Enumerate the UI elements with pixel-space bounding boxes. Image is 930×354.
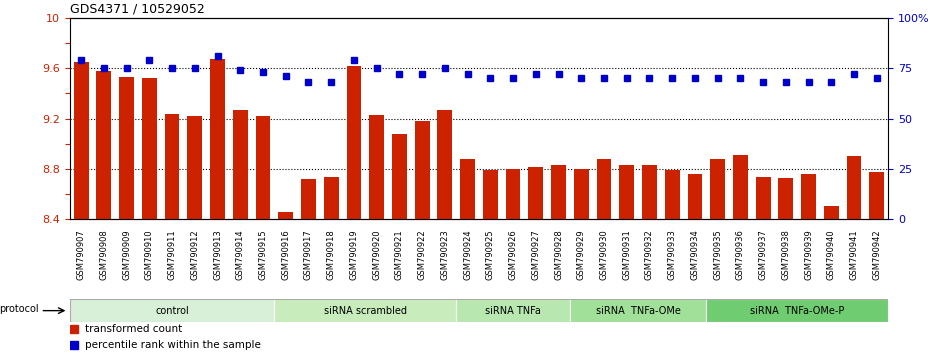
Bar [392, 134, 406, 219]
Bar [596, 159, 611, 219]
Bar [324, 177, 339, 219]
Bar [73, 62, 88, 219]
Text: siRNA TNFa: siRNA TNFa [485, 306, 541, 316]
Bar [460, 159, 475, 219]
Bar [733, 155, 748, 219]
Bar [187, 116, 202, 219]
Bar [369, 115, 384, 219]
Bar [665, 170, 680, 219]
Bar [619, 165, 634, 219]
Bar [706, 299, 888, 322]
Bar [824, 206, 839, 219]
Bar [437, 110, 452, 219]
Bar [756, 177, 770, 219]
Bar [347, 65, 361, 219]
Bar [528, 166, 543, 219]
Bar [210, 59, 225, 219]
Bar [274, 299, 457, 322]
Text: protocol: protocol [0, 304, 38, 314]
Bar [165, 114, 179, 219]
Text: percentile rank within the sample: percentile rank within the sample [86, 340, 261, 350]
Bar [415, 121, 430, 219]
Bar [870, 172, 884, 219]
Bar [642, 165, 657, 219]
Bar [846, 156, 861, 219]
Bar [70, 299, 274, 322]
Bar [711, 159, 725, 219]
Bar [687, 174, 702, 219]
Bar [457, 299, 570, 322]
Bar [778, 178, 793, 219]
Bar [574, 169, 589, 219]
Text: control: control [155, 306, 189, 316]
Bar [256, 116, 271, 219]
Bar [97, 71, 112, 219]
Text: siRNA  TNFa-OMe-P: siRNA TNFa-OMe-P [750, 306, 844, 316]
Text: GDS4371 / 10529052: GDS4371 / 10529052 [70, 2, 205, 15]
Bar [801, 174, 816, 219]
Text: transformed count: transformed count [86, 324, 182, 334]
Bar [506, 169, 521, 219]
Text: siRNA  TNFa-OMe: siRNA TNFa-OMe [595, 306, 681, 316]
Text: siRNA scrambled: siRNA scrambled [324, 306, 406, 316]
Bar [142, 78, 156, 219]
Bar [119, 77, 134, 219]
Bar [570, 299, 706, 322]
Bar [483, 170, 498, 219]
Bar [278, 212, 293, 219]
Bar [301, 179, 316, 219]
Bar [232, 110, 247, 219]
Bar [551, 165, 565, 219]
